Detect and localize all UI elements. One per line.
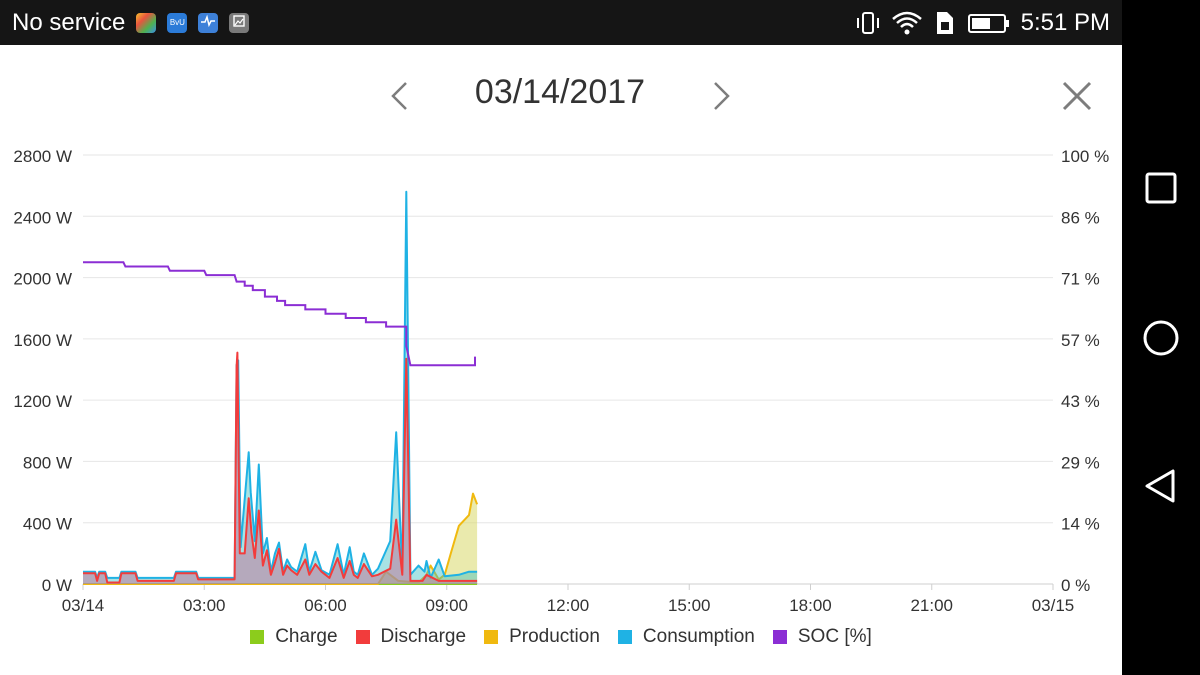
legend-item[interactable]: Discharge bbox=[355, 626, 467, 648]
legend-item[interactable]: Production bbox=[484, 626, 600, 648]
consumption-area bbox=[83, 191, 478, 585]
x-tick-label: 03/15 bbox=[1032, 596, 1075, 615]
x-tick-label: 03/14 bbox=[62, 596, 105, 615]
bv-app-icon: BvU bbox=[167, 12, 188, 33]
y-left-tick-label: 400 W bbox=[23, 515, 72, 534]
energy-chart: 0 W 0 % 400 W 14 % 800 W 29 % 1200 W 43 % 1600 W… bbox=[13, 147, 1109, 615]
close-icon bbox=[1062, 81, 1092, 111]
legend-label: Discharge bbox=[380, 626, 467, 647]
y-right-tick-label: 100 % bbox=[1061, 147, 1109, 166]
previous-day-button[interactable] bbox=[384, 79, 414, 118]
date-title: 03/14/2017 bbox=[474, 73, 646, 111]
legend-label: Consumption bbox=[642, 626, 755, 647]
back-icon[interactable] bbox=[1141, 466, 1181, 506]
heartbeat-app-icon bbox=[198, 12, 219, 33]
y-right-tick-label: 14 % bbox=[1061, 515, 1100, 534]
vibrate-icon bbox=[856, 11, 879, 34]
sim-icon bbox=[936, 11, 953, 34]
x-tick-label: 12:00 bbox=[547, 596, 590, 615]
y-left-tick-label: 2000 W bbox=[13, 270, 72, 289]
discharge-line bbox=[83, 351, 478, 584]
navigation-bar bbox=[1122, 0, 1200, 675]
y-left-tick-label: 800 W bbox=[23, 453, 72, 472]
y-right-tick-label: 0 % bbox=[1061, 576, 1090, 595]
x-tick-label: 18:00 bbox=[789, 596, 832, 615]
chevron-right-icon bbox=[714, 82, 730, 110]
chevron-left-icon bbox=[391, 82, 407, 110]
legend-swatch bbox=[617, 630, 632, 644]
y-right-tick-label: 29 % bbox=[1061, 453, 1100, 472]
consumption-line bbox=[83, 190, 478, 579]
x-tick-label: 03:00 bbox=[183, 596, 226, 615]
y-left-tick-label: 1200 W bbox=[13, 392, 72, 411]
y-left-tick-label: 2400 W bbox=[13, 208, 72, 227]
home-icon[interactable] bbox=[1141, 318, 1181, 358]
clock-text: 5:51 PM bbox=[1020, 8, 1110, 36]
color-app-icon bbox=[136, 12, 157, 33]
date-header: 03/14/2017 bbox=[0, 45, 1122, 145]
chart-legend: Charge Discharge Production Consumption SOC … bbox=[0, 626, 1122, 648]
wifi-icon bbox=[891, 11, 922, 34]
x-tick-label: 09:00 bbox=[425, 596, 468, 615]
next-day-button[interactable] bbox=[707, 79, 737, 118]
y-left-tick-label: 2800 W bbox=[13, 147, 72, 166]
legend-swatch bbox=[484, 630, 499, 644]
legend-label: SOC [%] bbox=[797, 626, 872, 647]
y-right-tick-label: 57 % bbox=[1061, 331, 1100, 350]
y-right-tick-label: 43 % bbox=[1061, 392, 1100, 411]
status-bar: No service BvU 5:51 PM bbox=[0, 0, 1122, 45]
y-left-tick-label: 0 W bbox=[42, 576, 72, 595]
carrier-text: No service bbox=[12, 8, 126, 36]
close-button[interactable] bbox=[1060, 79, 1094, 118]
x-tick-label: 15:00 bbox=[668, 596, 711, 615]
soc-line bbox=[83, 261, 476, 367]
y-right-tick-label: 86 % bbox=[1061, 208, 1100, 227]
legend-swatch bbox=[772, 630, 787, 644]
legend-item[interactable]: SOC [%] bbox=[772, 626, 872, 648]
legend-item[interactable]: Charge bbox=[250, 626, 338, 648]
gallery-app-icon bbox=[229, 12, 250, 33]
legend-swatch bbox=[250, 630, 265, 644]
recents-icon[interactable] bbox=[1141, 168, 1181, 208]
y-left-tick-label: 1600 W bbox=[13, 331, 72, 350]
y-right-tick-label: 71 % bbox=[1061, 270, 1100, 289]
x-tick-label: 21:00 bbox=[910, 596, 953, 615]
legend-item[interactable]: Consumption bbox=[617, 626, 755, 648]
status-right: 5:51 PM bbox=[855, 0, 1110, 45]
battery-icon bbox=[967, 13, 1009, 33]
legend-swatch bbox=[355, 630, 370, 644]
x-tick-label: 06:00 bbox=[304, 596, 347, 615]
status-left: No service BvU bbox=[12, 0, 250, 45]
legend-label: Production bbox=[509, 626, 600, 647]
legend-label: Charge bbox=[275, 626, 338, 647]
